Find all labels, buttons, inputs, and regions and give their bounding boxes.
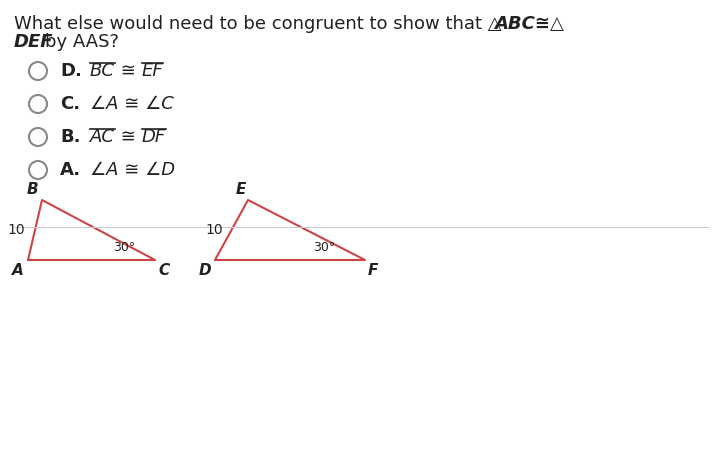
Text: A.: A. bbox=[60, 161, 81, 179]
Text: ∠A ≅ ∠D: ∠A ≅ ∠D bbox=[90, 161, 175, 179]
Text: EF: EF bbox=[142, 62, 163, 80]
Text: E: E bbox=[235, 182, 246, 197]
Text: 10: 10 bbox=[206, 223, 224, 237]
Text: A: A bbox=[12, 263, 24, 278]
Text: 10: 10 bbox=[7, 223, 25, 237]
Text: B: B bbox=[27, 182, 38, 197]
Text: What else would need to be congruent to show that △: What else would need to be congruent to … bbox=[14, 15, 502, 33]
Text: C.: C. bbox=[60, 95, 80, 113]
Text: C: C bbox=[158, 263, 169, 278]
Text: DF: DF bbox=[142, 128, 166, 146]
Text: D: D bbox=[199, 263, 211, 278]
Text: by AAS?: by AAS? bbox=[45, 33, 119, 51]
Text: ≅: ≅ bbox=[115, 62, 142, 80]
Text: AC: AC bbox=[90, 128, 115, 146]
Text: ∠A ≅ ∠C: ∠A ≅ ∠C bbox=[90, 95, 174, 113]
Text: F: F bbox=[368, 263, 378, 278]
Text: ≅: ≅ bbox=[115, 128, 142, 146]
Text: B.: B. bbox=[60, 128, 80, 146]
Text: BC: BC bbox=[90, 62, 115, 80]
Text: ABC≅△: ABC≅△ bbox=[494, 15, 564, 33]
Text: DEF: DEF bbox=[14, 33, 53, 51]
Text: D.: D. bbox=[60, 62, 82, 80]
Text: 30°: 30° bbox=[313, 241, 335, 254]
Text: 30°: 30° bbox=[113, 241, 135, 254]
